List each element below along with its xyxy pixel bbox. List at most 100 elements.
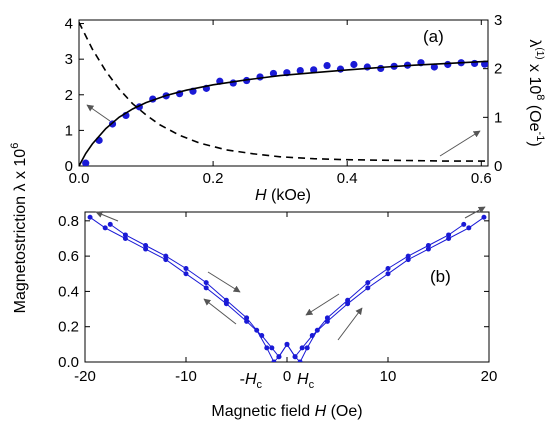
b-ytick-label: 0.8 bbox=[58, 213, 79, 230]
b-data-point bbox=[425, 246, 431, 252]
shared-ylabel: Magnetostriction λ x 106 bbox=[9, 143, 29, 314]
arrow-right-branch-down bbox=[305, 293, 340, 316]
b-ytick-label: 0.0 bbox=[58, 354, 79, 371]
a-ytick-left-label: 3 bbox=[65, 51, 73, 68]
panel-b-label: (b) bbox=[430, 267, 451, 286]
a-data-point bbox=[336, 65, 345, 73]
b-data-point bbox=[466, 225, 472, 231]
b-data-point bbox=[292, 354, 298, 360]
panel-b-frame bbox=[84, 211, 490, 363]
shared-ylabel-text: Magnetostriction λ x 10 bbox=[12, 149, 29, 314]
a-xtick-label: 0.6 bbox=[471, 170, 492, 187]
a-data-point bbox=[296, 66, 304, 75]
a-data-point bbox=[95, 136, 103, 144]
panel-a-data bbox=[79, 22, 488, 166]
a-data-point bbox=[323, 61, 331, 70]
panel-a-xlabel-unit: (kOe) bbox=[267, 187, 311, 204]
arrow-right-top bbox=[464, 206, 486, 219]
b-ytick-label: 0.6 bbox=[58, 248, 79, 265]
b-data-point bbox=[183, 265, 189, 271]
b-xtick-label: 10 bbox=[380, 368, 397, 385]
b-data-point bbox=[385, 265, 391, 271]
panel-b-xlabel-unit: (Oe) bbox=[326, 403, 362, 420]
panel-a-right-ylabel: λ(1) x 108 (Oe-1) bbox=[526, 39, 546, 146]
a-data-point bbox=[350, 60, 358, 69]
a-data-point bbox=[363, 63, 371, 71]
b-data-point bbox=[143, 246, 149, 252]
a-ytick-left-label: 4 bbox=[65, 16, 73, 33]
b-xtick-label: -10 bbox=[175, 368, 197, 385]
b-data-point bbox=[203, 285, 209, 291]
b-data-point bbox=[244, 315, 250, 321]
a-data-point bbox=[470, 59, 479, 68]
a-derivative-line bbox=[79, 22, 488, 162]
b-data-point bbox=[365, 280, 371, 286]
neg-hc-sub: c bbox=[257, 379, 263, 391]
a-data-point bbox=[430, 63, 438, 71]
b-data-point bbox=[223, 297, 229, 303]
panel-a-xlabel: H (kOe) bbox=[255, 187, 311, 204]
b-xtick-label: 20 bbox=[481, 368, 498, 385]
a-data-point bbox=[269, 69, 278, 78]
b-data-point bbox=[143, 243, 149, 249]
panel-a-frame bbox=[78, 19, 489, 167]
arrow-to-right-axis bbox=[439, 130, 481, 157]
b-data-point bbox=[102, 225, 108, 231]
a-data-point bbox=[310, 66, 318, 74]
a-xtick-label: 0.4 bbox=[337, 170, 358, 187]
right-ylabel-middle: x 10 bbox=[526, 60, 543, 95]
neg-hc-H: H bbox=[245, 371, 257, 388]
a-data-point bbox=[444, 60, 452, 69]
b-data-point bbox=[297, 359, 303, 362]
arrow-to-left-axis bbox=[86, 104, 111, 122]
b-xtick-label: 0 bbox=[283, 368, 291, 385]
a-ytick-left-label: 1 bbox=[65, 122, 73, 139]
b-data-point bbox=[284, 341, 290, 347]
arrow-left-branch-down bbox=[207, 271, 241, 293]
a-data-point bbox=[229, 79, 237, 87]
b-data-point bbox=[203, 280, 209, 286]
b-branch-line bbox=[110, 216, 485, 362]
b-data-point bbox=[405, 257, 411, 263]
b-data-point bbox=[425, 243, 431, 249]
b-data-point bbox=[461, 221, 467, 227]
b-data-point bbox=[385, 271, 391, 277]
b-data-point bbox=[223, 301, 229, 307]
b-data-point bbox=[309, 333, 315, 339]
a-data-point bbox=[256, 73, 264, 81]
panel-a-xlabel-italic: H bbox=[255, 187, 267, 204]
shared-ylabel-sup: 6 bbox=[9, 143, 21, 149]
b-data-point bbox=[324, 315, 330, 321]
a-ytick-left-label: 2 bbox=[65, 87, 73, 104]
arrow-left-top bbox=[95, 211, 119, 222]
b-data-point bbox=[107, 221, 113, 227]
b-branch-line bbox=[89, 216, 465, 362]
b-data-point bbox=[271, 359, 277, 362]
right-ylabel-after: (Oe bbox=[526, 100, 543, 131]
b-data-point bbox=[254, 327, 260, 333]
b-data-point bbox=[122, 235, 128, 241]
b-data-point bbox=[276, 354, 282, 360]
hc-H: H bbox=[297, 371, 309, 388]
a-xtick-label: 0.0 bbox=[69, 170, 90, 187]
hc-label: Hc bbox=[297, 371, 315, 391]
b-data-point bbox=[183, 271, 189, 277]
b-data-point bbox=[345, 297, 351, 303]
b-xtick-label: -20 bbox=[74, 368, 96, 385]
b-data-point bbox=[264, 345, 270, 351]
b-data-point bbox=[163, 257, 169, 263]
b-data-point bbox=[269, 345, 275, 351]
b-data-point bbox=[405, 253, 411, 259]
right-ylabel-sup1: (1) bbox=[534, 47, 545, 59]
a-data-point bbox=[82, 159, 90, 166]
panel-b-xlabel-italic: H bbox=[315, 403, 327, 420]
panel-b: -20 -10 0 10 200.00.20.40.60.8 (b) -Hc Hc Ma… bbox=[58, 206, 498, 420]
hc-sub: c bbox=[309, 379, 315, 391]
a-xtick-label: 0.2 bbox=[203, 170, 224, 187]
a-ytick-right-label: 1 bbox=[494, 109, 502, 126]
a-data-point bbox=[377, 64, 385, 73]
a-ytick-right-label: 0 bbox=[494, 158, 502, 175]
neg-hc-label: -Hc bbox=[240, 371, 263, 391]
b-data-point bbox=[446, 235, 452, 241]
